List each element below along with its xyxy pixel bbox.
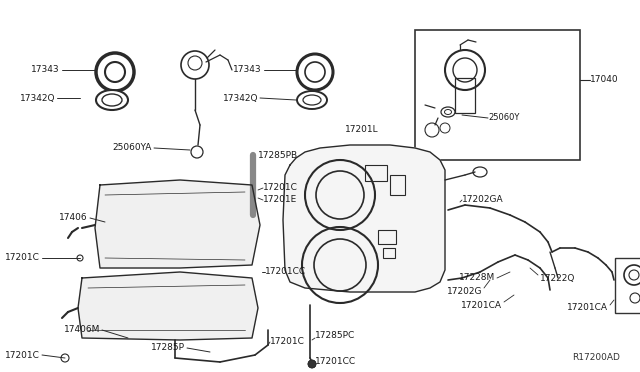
Text: 17201CC: 17201CC	[315, 357, 356, 366]
Text: 17201CA: 17201CA	[461, 301, 502, 310]
Circle shape	[96, 53, 134, 91]
Text: 17342Q: 17342Q	[223, 93, 258, 103]
Text: R17200AD: R17200AD	[572, 353, 620, 362]
Ellipse shape	[96, 90, 128, 110]
Text: 17343: 17343	[31, 65, 60, 74]
Polygon shape	[283, 145, 445, 292]
Bar	[390, 175, 405, 195]
Text: 17228M: 17228M	[459, 273, 495, 282]
Circle shape	[105, 62, 125, 82]
Text: 17285P: 17285P	[151, 343, 185, 353]
Text: 25060YA: 25060YA	[113, 144, 152, 153]
Polygon shape	[95, 180, 260, 268]
Text: 17201C: 17201C	[263, 183, 298, 192]
Text: 17201C: 17201C	[5, 253, 40, 263]
Text: 17343: 17343	[234, 65, 262, 74]
Text: 17202G: 17202G	[447, 288, 482, 296]
Circle shape	[308, 360, 316, 368]
Text: 17201L: 17201L	[345, 125, 379, 135]
Polygon shape	[78, 272, 258, 340]
Text: 17406: 17406	[60, 214, 88, 222]
Circle shape	[308, 360, 316, 368]
Bar	[615, 258, 640, 313]
Bar	[383, 248, 395, 258]
Text: 17342Q: 17342Q	[19, 93, 55, 103]
Text: 17201CC: 17201CC	[265, 267, 306, 276]
Text: 17406M: 17406M	[63, 326, 100, 334]
Bar	[378, 230, 396, 244]
Text: 25060Y: 25060Y	[488, 113, 520, 122]
Text: 17201CA: 17201CA	[567, 304, 608, 312]
Circle shape	[305, 62, 325, 82]
Text: 17222Q: 17222Q	[540, 273, 575, 282]
Text: 17285PC: 17285PC	[315, 330, 355, 340]
Text: 17040: 17040	[590, 76, 619, 84]
Circle shape	[297, 54, 333, 90]
Ellipse shape	[102, 94, 122, 106]
Text: 17285PB: 17285PB	[258, 151, 298, 160]
Text: 17201E: 17201E	[263, 196, 297, 205]
Text: 17202GA: 17202GA	[462, 196, 504, 205]
Text: 17201C: 17201C	[270, 337, 305, 346]
Bar	[415, 30, 580, 160]
Bar	[365, 165, 387, 181]
Ellipse shape	[303, 95, 321, 105]
Ellipse shape	[297, 91, 327, 109]
Text: 17201C: 17201C	[5, 350, 40, 359]
Bar	[455, 78, 475, 113]
